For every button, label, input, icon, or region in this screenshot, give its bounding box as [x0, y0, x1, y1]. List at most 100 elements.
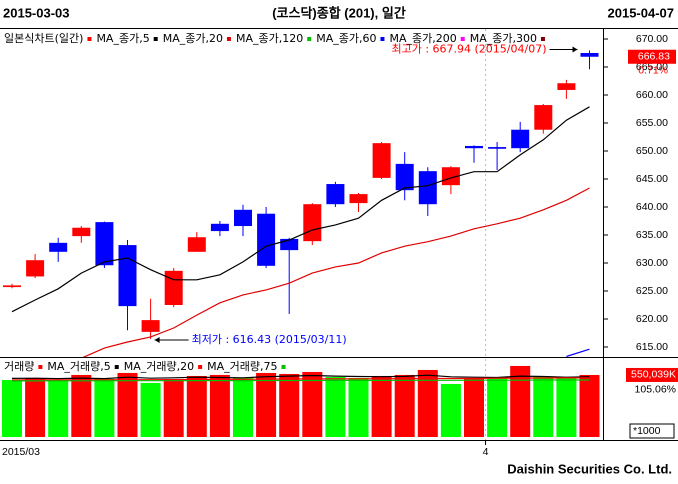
y-tick-label: 635.00 [636, 229, 668, 241]
candle-body [3, 285, 21, 288]
ma-line [82, 187, 590, 357]
start-date: 2015-03-03 [3, 5, 70, 20]
annotation-arrowhead [154, 336, 160, 343]
last-price: 666.83 [638, 51, 670, 63]
legend-swatch [307, 37, 312, 41]
candle-body [26, 260, 45, 277]
candle-body [141, 320, 160, 332]
volume-bar [348, 377, 369, 437]
candle-body [257, 213, 276, 266]
x-tick-label: 4 [483, 446, 489, 458]
volume-bar [94, 378, 115, 437]
legend-swatch [198, 365, 203, 369]
y-tick-label: 630.00 [636, 257, 668, 269]
last-price-box [628, 49, 676, 64]
candle-body [418, 171, 437, 205]
candle-body [234, 209, 252, 227]
volume-ratio: 105.06% [635, 384, 676, 396]
candle-body [349, 194, 368, 204]
candle-body [534, 105, 553, 130]
legend-swatch [380, 37, 385, 41]
legend-label: MA_종가,120 [236, 32, 303, 45]
legend-label: 일본식차트(일간) [4, 31, 83, 45]
volume-bar [394, 374, 415, 437]
volume-bar [117, 372, 138, 437]
volume-bar [325, 376, 346, 437]
annotation-high: 최고가 : 667.94 (2015/04/07) [391, 43, 546, 56]
y-tick-label: 660.00 [636, 89, 668, 101]
y-tick-label: 665.00 [636, 61, 668, 73]
y-tick-label: 625.00 [636, 285, 668, 297]
legend-label: MA_종가,20 [163, 32, 223, 45]
unit-box [629, 423, 675, 439]
volume-bar [371, 375, 392, 437]
legend-swatch [226, 37, 231, 41]
volume-bar [163, 378, 184, 437]
candle-body [511, 129, 530, 149]
volume-value: 550,039K [631, 369, 676, 381]
legend-swatch [38, 365, 43, 369]
annotation-low: 최저가 : 616.43 (2015/03/11) [192, 333, 347, 346]
change-label: 0.71% [638, 65, 668, 77]
volume-bar [533, 376, 554, 437]
footer: Daishin Securities Co. Ltd. [507, 461, 672, 476]
candle-body [187, 237, 206, 252]
ma-line [566, 348, 590, 357]
legend-swatch [114, 365, 119, 369]
candle-body [72, 227, 91, 237]
volume-bar [440, 383, 461, 437]
volume-bar [209, 374, 230, 437]
candle-body [395, 163, 414, 191]
y-tick-label: 615.00 [636, 341, 668, 353]
volume-bar [2, 379, 22, 437]
y-tick-label: 670.00 [636, 33, 668, 45]
y-tick-label: 655.00 [636, 117, 668, 129]
legend-swatch [87, 37, 92, 41]
x-tick-label: 2015/03 [2, 446, 40, 458]
legend-label: 거래량 [4, 360, 34, 373]
chart-title: (코스닥)종합 (201), 일간 [272, 5, 406, 20]
legend-label: MA_거래량,20 [124, 360, 194, 373]
candle-body [372, 143, 391, 178]
volume-bar [25, 377, 46, 437]
legend-label: MA_종가,200 [389, 32, 456, 45]
candle-body [303, 204, 322, 242]
volume-ma-line [11, 374, 590, 380]
legend-label: MA_종가,60 [316, 32, 376, 45]
candle-body [488, 147, 507, 149]
volume-bar [256, 372, 277, 437]
volume-bar [186, 375, 207, 437]
volume-bar [579, 374, 600, 437]
volume-value-box [626, 367, 678, 382]
volume-bar [510, 365, 531, 437]
volume-ma-line [11, 377, 590, 381]
volume-bar [417, 369, 438, 437]
volume-ma-line [12, 379, 590, 382]
volume-bar [48, 380, 69, 437]
candle-body [580, 53, 599, 57]
volume-bar [556, 376, 577, 437]
volume-bar [279, 373, 300, 437]
legend-label: MA_거래량,75 [207, 360, 277, 373]
y-tick-label: 645.00 [636, 173, 668, 185]
candle-body [95, 222, 114, 266]
volume-bar [464, 377, 484, 437]
y-tick-label: 650.00 [636, 145, 668, 157]
price-panel [3, 50, 599, 357]
candle-body [164, 270, 183, 305]
volume-bar [71, 374, 92, 437]
volume-unit: *1000 [633, 425, 661, 437]
volume-bar [487, 377, 508, 437]
volume-bar [302, 371, 323, 437]
candle-body [210, 223, 229, 232]
y-tick-label: 620.00 [636, 313, 668, 325]
volume-bar [140, 382, 161, 437]
legend-label: MA_종가,300 [470, 32, 537, 45]
annotation-arrowhead [572, 46, 578, 53]
candle-body [326, 184, 345, 205]
candle-body [280, 238, 299, 251]
candle-body [49, 242, 68, 252]
candle-body [465, 145, 483, 149]
legend-swatch [460, 37, 465, 41]
legend-swatch [540, 37, 545, 41]
